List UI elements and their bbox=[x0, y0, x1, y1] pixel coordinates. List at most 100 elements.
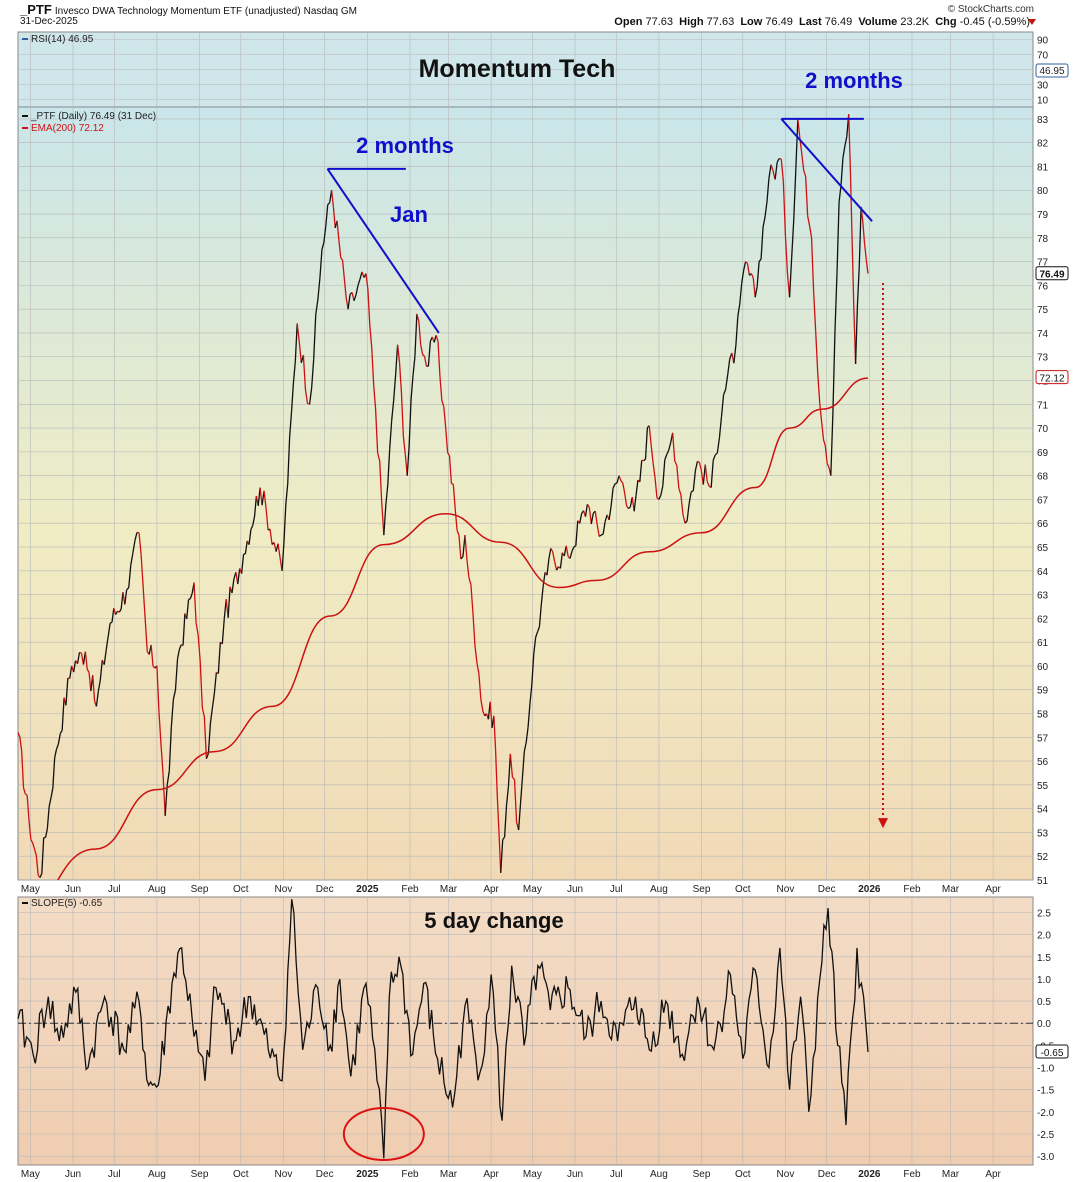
price-line-segment bbox=[361, 271, 365, 278]
price-line-segment bbox=[26, 795, 30, 821]
price-line-segment bbox=[702, 464, 706, 485]
price-line-segment bbox=[48, 797, 52, 807]
price-line-segment bbox=[359, 271, 363, 280]
price-line-segment bbox=[472, 612, 476, 646]
price-y-tick-label: 66 bbox=[1037, 519, 1049, 530]
price-line-segment bbox=[283, 503, 287, 543]
price-line-segment bbox=[803, 170, 807, 177]
price-y-tick-label: 64 bbox=[1037, 567, 1049, 578]
price-line-segment bbox=[50, 787, 54, 798]
price-line-segment bbox=[797, 118, 801, 138]
price-line-segment bbox=[142, 587, 146, 620]
price-x-tick-label: Apr bbox=[483, 884, 499, 895]
slope-y-tick-label: -1.5 bbox=[1037, 1086, 1055, 1097]
last-label: Last bbox=[799, 16, 822, 28]
slope-x-tick-label: 2026 bbox=[858, 1169, 881, 1180]
chart-date: 31-Dec-2025 bbox=[20, 16, 78, 27]
price-line-segment bbox=[188, 598, 191, 601]
price-line-segment bbox=[427, 341, 431, 367]
price-line-segment bbox=[203, 716, 208, 759]
price-line-segment bbox=[612, 483, 616, 489]
price-line-segment bbox=[542, 572, 546, 586]
price-line-segment bbox=[851, 241, 855, 310]
price-line-segment bbox=[602, 521, 606, 535]
rsi-y-tick-label: 10 bbox=[1037, 96, 1049, 107]
chart-title: Momentum Tech bbox=[419, 55, 616, 83]
price-line-segment bbox=[176, 649, 181, 659]
price-line-segment bbox=[604, 514, 608, 522]
slope-x-tick-label: 2025 bbox=[356, 1169, 379, 1180]
price-line-segment bbox=[795, 118, 799, 172]
price-line-segment bbox=[111, 608, 115, 623]
price-line-segment bbox=[107, 623, 111, 637]
slope-x-tick-label: Sep bbox=[693, 1169, 711, 1180]
price-line-segment bbox=[369, 325, 373, 348]
price-x-tick-label: Dec bbox=[316, 884, 334, 895]
price-x-tick-label: Sep bbox=[191, 884, 209, 895]
price-line-segment bbox=[197, 634, 201, 662]
price-line-segment bbox=[754, 286, 758, 298]
chg-value: -0.45 (-0.59%) bbox=[959, 16, 1030, 28]
price-line-segment bbox=[290, 382, 295, 412]
price-line-segment bbox=[664, 454, 668, 460]
price-line-segment bbox=[443, 406, 447, 429]
price-line-segment bbox=[643, 458, 646, 462]
price-line-segment bbox=[633, 495, 637, 512]
slope-x-tick-label: Jul bbox=[108, 1169, 121, 1180]
price-line-segment bbox=[527, 703, 531, 728]
header-left: _PTF Invesco DWA Technology Momentum ETF… bbox=[20, 2, 357, 17]
price-line-segment bbox=[347, 294, 351, 310]
price-line-segment bbox=[737, 303, 741, 317]
price-y-tick-label: 53 bbox=[1037, 828, 1049, 839]
price-line-segment bbox=[533, 637, 537, 655]
slope-title: 5 day change bbox=[424, 908, 563, 933]
last-value: 76.49 bbox=[824, 16, 853, 28]
slope-x-tick-label: May bbox=[21, 1169, 40, 1180]
price-y-tick-label: 78 bbox=[1037, 234, 1049, 245]
slope-x-tick-label: Feb bbox=[903, 1169, 921, 1180]
price-line-segment bbox=[686, 503, 690, 522]
price-line-segment bbox=[287, 437, 291, 484]
price-line-segment bbox=[39, 873, 43, 878]
slope-y-tick-label: -1.0 bbox=[1037, 1064, 1055, 1075]
price-line-segment bbox=[158, 712, 162, 745]
price-line-segment bbox=[65, 677, 69, 706]
price-line-segment bbox=[762, 216, 766, 228]
price-y-tick-label: 79 bbox=[1037, 210, 1049, 221]
price-y-tick-label: 82 bbox=[1037, 139, 1049, 150]
price-line-segment bbox=[120, 592, 124, 610]
price-line-segment bbox=[296, 323, 300, 342]
price-line-segment bbox=[834, 272, 838, 332]
price-y-tick-label: 70 bbox=[1037, 424, 1049, 435]
price-line-segment bbox=[624, 493, 628, 506]
price-line-segment bbox=[357, 278, 361, 286]
price-line-segment bbox=[844, 136, 848, 147]
price-line-segment bbox=[269, 529, 273, 545]
price-line-segment bbox=[52, 757, 56, 789]
price-line-segment bbox=[674, 460, 678, 466]
price-line-segment bbox=[433, 335, 437, 343]
price-line-segment bbox=[435, 335, 439, 342]
price-y-tick-label: 55 bbox=[1037, 781, 1049, 792]
price-x-tick-label: Oct bbox=[735, 884, 751, 895]
price-y-tick-label: 81 bbox=[1037, 162, 1049, 173]
price-line-segment bbox=[353, 294, 357, 301]
price-line-segment bbox=[552, 551, 556, 562]
price-line-segment bbox=[569, 551, 573, 559]
price-line-segment bbox=[265, 508, 269, 531]
price-line-segment bbox=[319, 249, 323, 279]
price-line-segment bbox=[684, 520, 688, 524]
price-x-tick-label: Sep bbox=[693, 884, 711, 895]
price-line-segment bbox=[343, 279, 347, 299]
price-line-segment bbox=[468, 577, 472, 585]
price-line-segment bbox=[201, 707, 205, 718]
price-line-segment bbox=[529, 684, 533, 704]
price-line-segment bbox=[571, 546, 575, 552]
rsi-y-tick-label: 30 bbox=[1037, 81, 1049, 92]
price-line-segment bbox=[310, 359, 315, 389]
slope-x-tick-label: Jun bbox=[567, 1169, 583, 1180]
price-line-segment bbox=[351, 292, 355, 301]
price-line-segment bbox=[394, 344, 399, 375]
price-line-segment bbox=[464, 535, 468, 561]
slope-x-tick-label: Sep bbox=[191, 1169, 209, 1180]
